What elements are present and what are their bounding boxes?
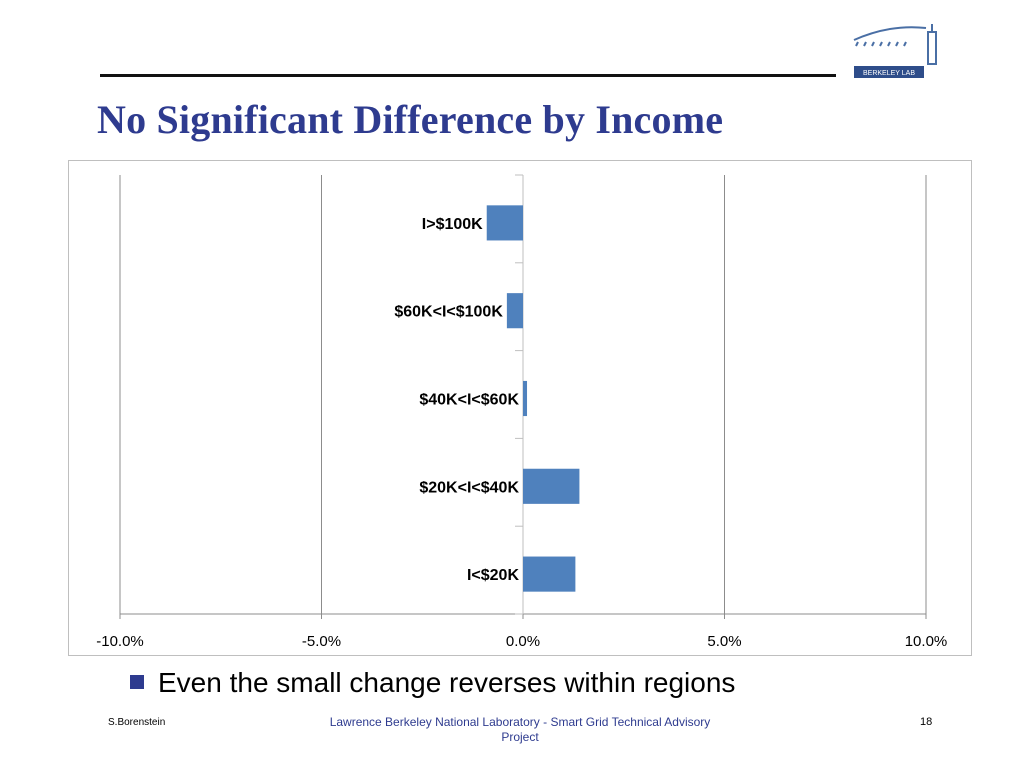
svg-text:BERKELEY LAB: BERKELEY LAB: [863, 70, 915, 77]
berkeley-lab-logo: BERKELEY LAB: [853, 24, 937, 78]
category-label: $60K<I<$100K: [394, 304, 503, 321]
slide-title: No Significant Difference by Income: [97, 97, 724, 142]
category-label: $40K<I<$60K: [419, 392, 519, 409]
page-number: 18: [920, 716, 933, 728]
title-rule: [100, 74, 836, 77]
footer-author: S.Borenstein: [108, 717, 166, 728]
income-bar-chart: -10.0% -5.0% 0.0% 5.0% 10.0% I>$100K $60K<I<$1…: [96, 174, 948, 650]
bar: [523, 468, 580, 504]
bullet-point: Even the small change reverses within re…: [130, 667, 735, 699]
category-label: I>$100K: [422, 216, 483, 233]
category-label: $20K<I<$40K: [419, 479, 519, 496]
bullet-text: Even the small change reverses within re…: [158, 667, 736, 698]
bar: [523, 380, 528, 417]
bar: [523, 556, 576, 592]
x-tick-label: 10.0%: [905, 633, 948, 650]
footer-organization: Lawrence Berkeley National Laboratory - …: [329, 715, 711, 744]
category-label: I<$20K: [467, 567, 519, 584]
x-tick-label: -5.0%: [302, 633, 341, 650]
chart-frame: -10.0% -5.0% 0.0% 5.0% 10.0% I>$100K $60K<I<$1…: [68, 160, 972, 656]
x-tick-label: -10.0%: [96, 633, 144, 650]
bar: [506, 293, 523, 329]
x-tick-label: 5.0%: [707, 633, 741, 650]
bar: [486, 205, 523, 241]
bullet-square-icon: [130, 674, 144, 689]
x-tick-label: 0.0%: [506, 633, 540, 650]
